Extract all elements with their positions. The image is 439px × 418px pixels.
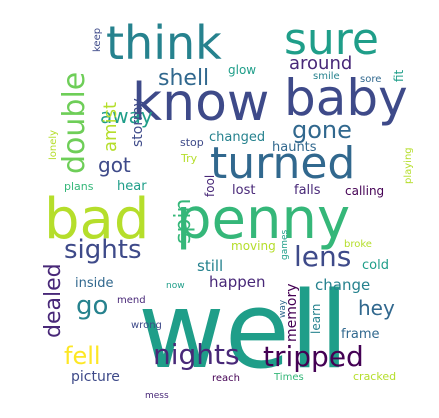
word-sore: sore: [360, 74, 381, 85]
word-gone: gone: [292, 116, 352, 144]
word-haunts: haunts: [272, 140, 317, 155]
word-moving: moving: [231, 239, 276, 253]
word-fell: fell: [64, 342, 101, 370]
word-cold: cold: [362, 258, 389, 273]
word-falls: falls: [294, 183, 321, 198]
word-think: think: [106, 16, 222, 70]
word-calling: calling: [345, 184, 384, 198]
word-sure: sure: [284, 14, 379, 65]
word-go: go: [76, 291, 108, 321]
word-cracked: cracked: [353, 370, 396, 383]
word-broke: broke: [344, 239, 372, 250]
word-sights: sights: [64, 235, 142, 265]
word-lens: lens: [294, 240, 351, 273]
word-changed: changed: [209, 130, 265, 145]
word-dealed: dealed: [41, 263, 66, 338]
word-change: change: [315, 276, 370, 294]
word-tripped: tripped: [263, 340, 364, 373]
word-bad: bad: [44, 187, 149, 252]
word-picture: picture: [71, 369, 120, 385]
word-mend: mend: [117, 295, 146, 306]
word-lost: lost: [232, 183, 255, 198]
word-mess: mess: [145, 391, 169, 401]
word-turned: turned: [210, 138, 355, 189]
word-smile: smile: [313, 71, 340, 82]
word-glow: glow: [228, 63, 256, 77]
word-learn: learn: [309, 304, 323, 334]
word-amist: amist: [100, 102, 121, 152]
word-stormy: stormy: [130, 98, 146, 147]
word-still: still: [197, 257, 223, 275]
word-know: know: [132, 73, 269, 133]
word-around: around: [289, 53, 352, 74]
word-hear: hear: [117, 179, 147, 194]
word-away: away: [100, 104, 153, 128]
word-fool: fool: [203, 175, 217, 197]
word-wrong: wrong: [131, 320, 162, 331]
word-reach: reach: [212, 373, 240, 384]
word-hey: hey: [358, 296, 395, 320]
word-frame: frame: [341, 327, 380, 342]
word-plans: plans: [64, 180, 94, 193]
word-try: Try: [180, 152, 198, 165]
word-nights: nights: [153, 338, 240, 371]
word-happen: happen: [209, 273, 265, 291]
word-inside: inside: [75, 276, 114, 291]
word-now: now: [166, 281, 185, 291]
word-keep: keep: [92, 28, 103, 52]
word-spin: spin: [171, 199, 196, 244]
word-fit: fit: [392, 69, 406, 82]
word-times: Times: [273, 372, 304, 383]
word-got: got: [98, 153, 131, 177]
word-way: way: [278, 299, 288, 318]
word-baby: baby: [284, 69, 408, 127]
word-lonely: lonely: [48, 130, 59, 160]
word-shell: shell: [158, 66, 209, 91]
word-penny: penny: [176, 187, 350, 252]
word-stop: stop: [180, 136, 204, 149]
word-double: double: [57, 72, 92, 174]
word-well: well: [138, 269, 349, 392]
word-memory: memory: [284, 284, 300, 343]
word-playing: playing: [403, 147, 414, 184]
word-games: games: [280, 229, 290, 260]
